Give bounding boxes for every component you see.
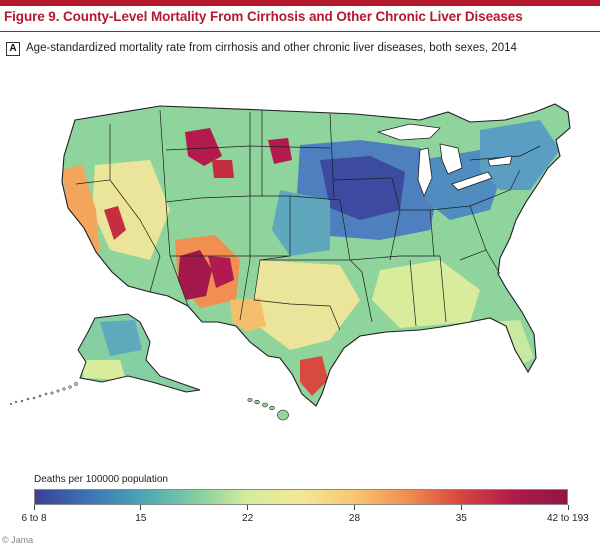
legend-tick-label: 15 bbox=[135, 513, 147, 524]
alaska-outline bbox=[77, 313, 201, 393]
legend-colorbar bbox=[34, 489, 568, 505]
southeast-pale-region bbox=[372, 260, 480, 328]
legend-tick bbox=[140, 505, 142, 510]
legend-tick bbox=[353, 505, 355, 510]
lake-huron bbox=[439, 143, 463, 175]
alaska-southwest-pale-region bbox=[80, 360, 126, 380]
northeast-low-region bbox=[480, 120, 560, 190]
legend-tick-label: 22 bbox=[242, 513, 254, 524]
lake-michigan bbox=[417, 147, 433, 198]
alaska-region bbox=[9, 313, 201, 406]
legend-tick bbox=[33, 505, 35, 510]
panel-letter: A bbox=[6, 42, 20, 56]
contiguous-us-region bbox=[61, 103, 571, 407]
lake-erie bbox=[451, 171, 493, 191]
south-dakota-high-region bbox=[268, 138, 292, 164]
image-credit: © Jama bbox=[2, 535, 34, 545]
wyoming-high-region bbox=[212, 160, 234, 178]
legend-tick bbox=[460, 505, 462, 510]
south-texas-high-region bbox=[300, 356, 328, 396]
alaska-interior-low-region bbox=[100, 320, 142, 356]
aleutian-islands bbox=[9, 382, 78, 406]
top-rule bbox=[0, 0, 600, 6]
state-borders bbox=[75, 109, 541, 331]
california-coast-high-region bbox=[62, 164, 100, 260]
figure-title: Figure 9. County-Level Mortality From Ci… bbox=[4, 9, 523, 24]
mortality-pattern bbox=[62, 120, 560, 396]
lake-superior bbox=[376, 123, 441, 141]
new-mexico-highest-region bbox=[178, 250, 212, 300]
montana-high-region bbox=[185, 128, 222, 166]
legend-tick bbox=[247, 505, 249, 510]
lake-ontario bbox=[487, 155, 513, 167]
great-basin-pale-region bbox=[92, 160, 170, 260]
nevada-high-region bbox=[104, 206, 126, 240]
hawaii-region bbox=[247, 398, 289, 421]
west-texas-high-region bbox=[230, 298, 266, 332]
panel-caption: Age-standardized mortality rate from cir… bbox=[26, 42, 517, 54]
legend-tick-label: 42 to 193 bbox=[547, 513, 589, 524]
legend-tick bbox=[567, 505, 569, 510]
great-lakes bbox=[376, 123, 513, 198]
legend-tick-label: 35 bbox=[455, 513, 467, 524]
conus-outline bbox=[61, 103, 571, 407]
legend-tick-label: 28 bbox=[348, 513, 361, 524]
iowa-minnesota-lowest-region bbox=[320, 156, 405, 220]
arizona-highest-region bbox=[208, 256, 234, 288]
title-rule bbox=[0, 31, 600, 32]
us-county-map bbox=[9, 103, 571, 421]
legend-title: Deaths per 100000 population bbox=[34, 474, 168, 485]
legend-tick-label: 6 to 8 bbox=[21, 513, 47, 524]
plains-low-region bbox=[272, 190, 330, 256]
alaska-base bbox=[78, 314, 200, 392]
